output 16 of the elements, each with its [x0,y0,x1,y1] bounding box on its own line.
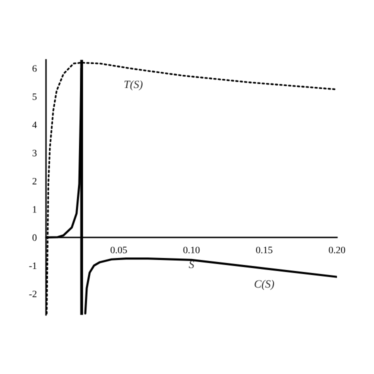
x-axis-title: S [188,260,194,268]
x-tick-label: 0.10 [183,246,200,254]
y-tick-label: -1 [29,262,36,269]
x-tick-label: 0.15 [256,246,272,254]
x-tick-label: 0.05 [110,246,127,254]
series-label: C(S) [254,280,274,290]
x-tick-label: 0.20 [328,246,346,254]
y-tick-label: 3 [32,150,37,156]
series-label: T(S) [124,80,143,90]
y-tick-label: 1 [32,206,36,213]
y-tick-label: -2 [29,290,36,298]
y-tick-label: 2 [32,178,36,184]
y-tick-label: 4 [32,122,37,128]
y-tick-label: 6 [32,65,37,72]
y-tick-label: 5 [32,93,37,100]
y-tick-label: 0 [32,234,37,241]
